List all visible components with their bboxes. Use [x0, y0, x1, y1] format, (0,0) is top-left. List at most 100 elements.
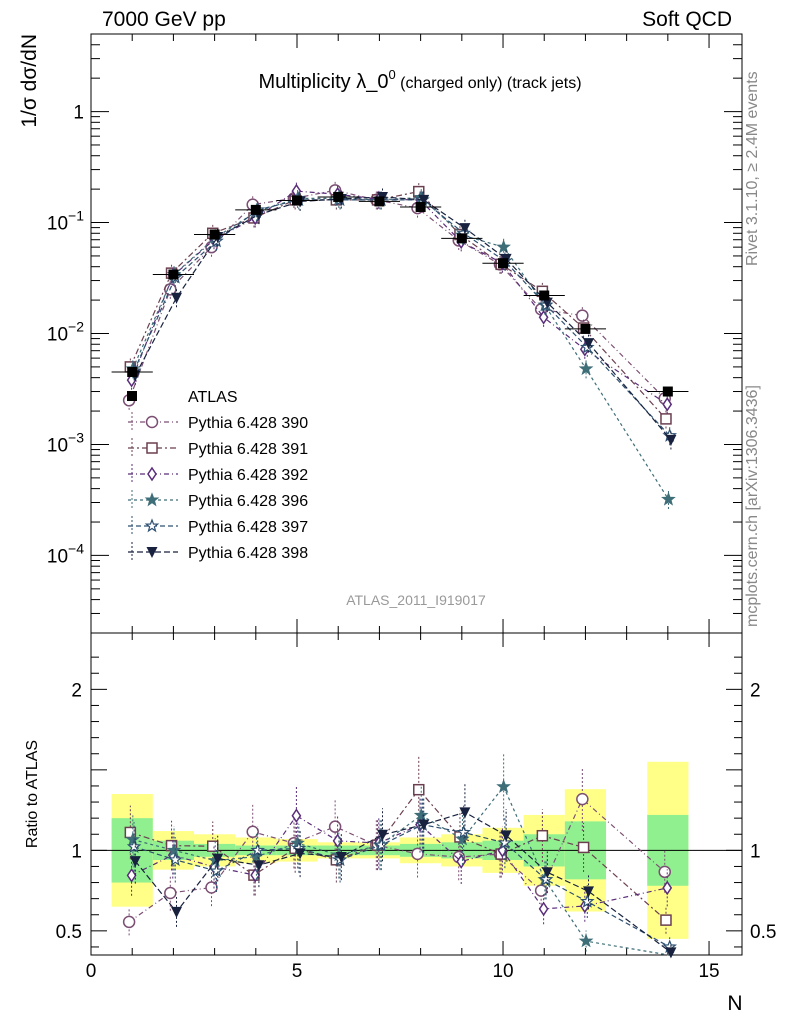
data-point [539, 290, 550, 301]
ratio-point [246, 825, 259, 839]
ratio-tick-label-left: 2 [71, 680, 82, 701]
x-axis-label: N [727, 992, 742, 1015]
ratio-point [497, 835, 513, 850]
ratio-point [665, 947, 677, 959]
series-point [576, 309, 589, 322]
data-point [498, 258, 509, 269]
legend-marker [145, 415, 159, 429]
ratio-point [658, 865, 671, 879]
legend-marker [146, 442, 158, 454]
legend-label-atlas: ATLAS [188, 389, 238, 406]
analysis-label: ATLAS_2011_I919017 [346, 592, 486, 608]
ratio-point [126, 839, 142, 853]
ratio-point [577, 841, 590, 854]
data-point [333, 191, 344, 202]
y-tick-label: 10−3 [47, 429, 84, 456]
legend-marker [147, 466, 157, 482]
y-tick-label: 10−1 [47, 208, 84, 235]
data-point [456, 233, 467, 244]
ratio-point [209, 863, 224, 878]
legend-label: Pythia 6.428 392 [188, 467, 308, 484]
ratio-point [576, 792, 589, 806]
data-point [374, 196, 385, 207]
ratio-point [125, 831, 141, 846]
ratio-point [580, 893, 595, 908]
ratio-tick-label-right: 2 [750, 680, 761, 701]
legend-marker [144, 518, 160, 533]
data-point [250, 204, 261, 215]
series-point [662, 396, 673, 412]
ratio-tick-label-right: 1 [750, 841, 761, 862]
ratio-point [294, 848, 306, 860]
x-tick-label: 15 [698, 961, 719, 982]
y-tick-label: 10−2 [47, 319, 84, 346]
y-axis-label: 1/σ dσ/dN [18, 34, 41, 128]
data-point [292, 195, 303, 206]
ratio-point [413, 807, 429, 822]
data-point [168, 269, 179, 280]
series-point [170, 292, 182, 304]
ratio-plot-frame [90, 632, 743, 956]
data-point [415, 202, 426, 213]
ratio-point [212, 853, 224, 865]
ratio-point [583, 886, 595, 898]
y-tick-label: 1 [73, 103, 84, 124]
series-point [496, 239, 511, 254]
ratio-point [205, 881, 218, 894]
x-tick-label: 5 [292, 961, 303, 982]
series-point [665, 434, 677, 446]
ratio-tick-label-left: 0.5 [56, 922, 82, 943]
ratio-point [411, 847, 424, 861]
series-point [579, 339, 595, 354]
legend-marker [146, 547, 158, 558]
data-point [662, 386, 673, 397]
series-point [583, 338, 595, 350]
main-plot-frame [90, 33, 743, 634]
ratio-point [164, 886, 177, 900]
legend-label: Pythia 6.428 391 [188, 441, 308, 458]
ratio-point [170, 906, 182, 918]
header-right-label: Soft QCD [642, 8, 732, 31]
x-tick-label: 0 [86, 961, 97, 982]
data-point [127, 366, 138, 377]
legend-label: Pythia 6.428 396 [188, 493, 308, 510]
ratio-point [122, 915, 136, 929]
legend-label: Pythia 6.428 397 [188, 519, 308, 536]
ratio-point [166, 842, 182, 857]
ratio-point [335, 851, 347, 863]
legend-marker [144, 492, 160, 507]
ratio-point [373, 837, 389, 852]
ratio-point [253, 860, 265, 872]
legend-label: Pythia 6.428 398 [188, 545, 308, 562]
ratio-point [496, 778, 511, 794]
ratio-point [662, 880, 673, 896]
header-left-label: 7000 GeV pp [102, 8, 226, 31]
ratio-tick-label-left: 1 [71, 841, 82, 862]
ratio-point [129, 856, 141, 868]
legend-label: Pythia 6.428 390 [188, 415, 308, 432]
ratio-point [291, 808, 302, 824]
ratio-point [418, 819, 430, 831]
x-tick-label: 10 [492, 961, 513, 982]
ratio-tick-label-right: 0.5 [750, 922, 776, 943]
series-point [660, 413, 672, 425]
data-point [209, 229, 220, 240]
series-point [578, 361, 594, 376]
ratio-axis-label: Ratio to ATLAS [24, 740, 41, 848]
ratio-point [541, 867, 553, 879]
legend-marker-atlas [127, 391, 137, 401]
series-point [459, 223, 471, 235]
ratio-point [578, 933, 594, 948]
series-point [661, 491, 676, 506]
ratio-point [538, 871, 554, 886]
ratio-point [459, 807, 471, 819]
ratio-point [126, 868, 137, 883]
ratio-point [660, 914, 672, 926]
ratio-point [413, 783, 425, 796]
ratio-point [456, 824, 472, 839]
series-point [418, 194, 430, 206]
ratio-point [536, 829, 549, 842]
series-line [129, 190, 667, 420]
ratio-point [328, 820, 342, 833]
